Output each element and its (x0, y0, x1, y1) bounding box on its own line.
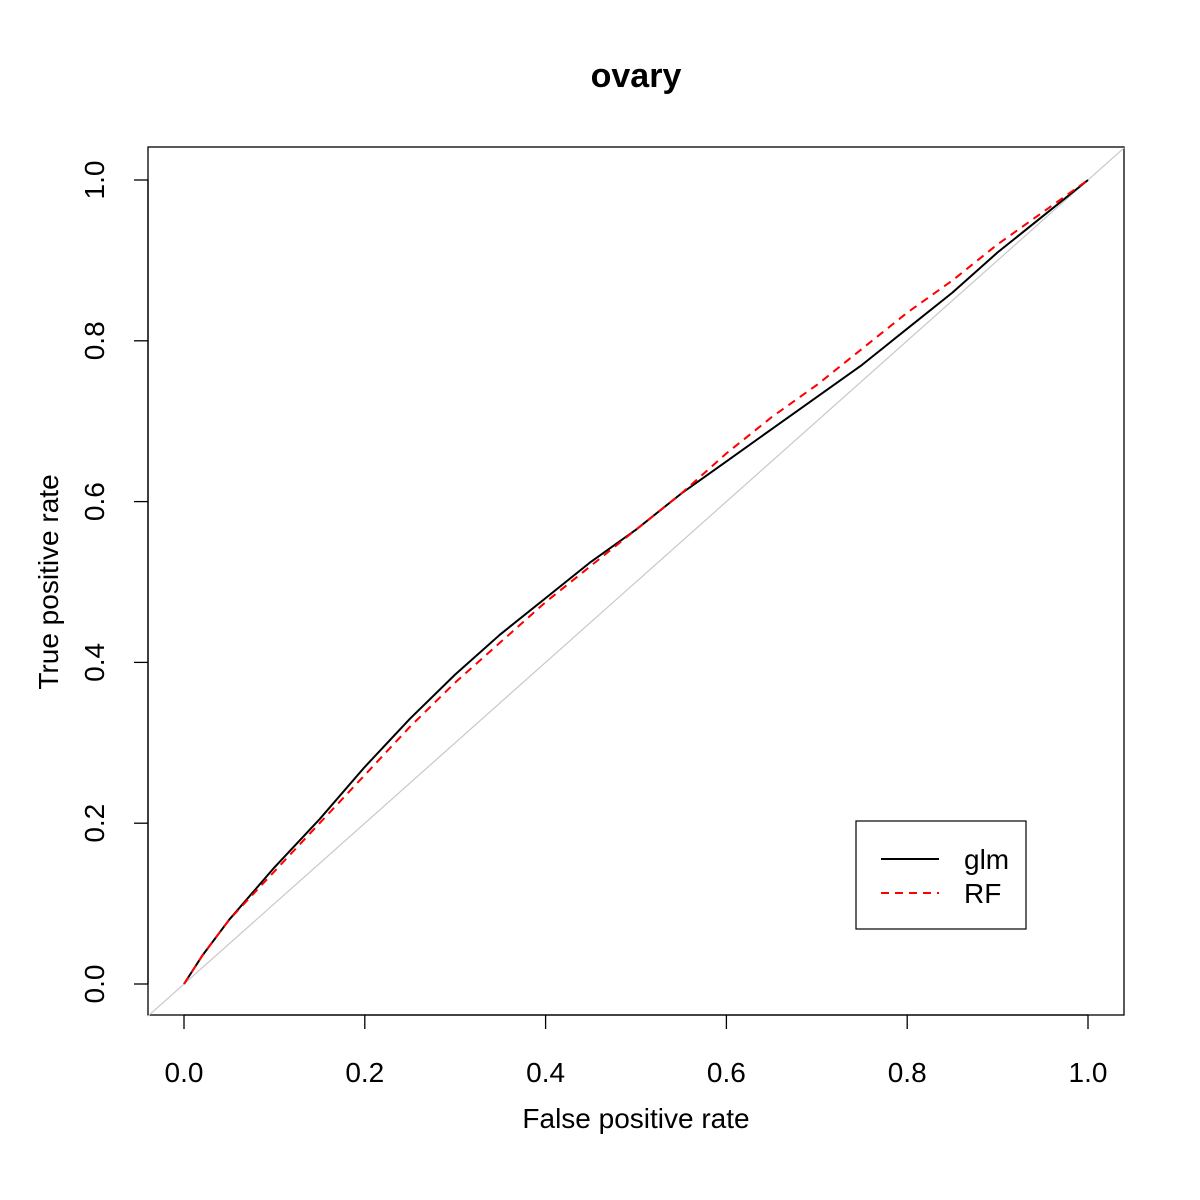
x-tick-label: 0.4 (526, 1057, 565, 1088)
y-tick-label: 0.6 (79, 482, 110, 521)
y-tick-label: 0.4 (79, 643, 110, 682)
legend-box (855, 820, 1027, 930)
x-tick-label: 0.6 (707, 1057, 746, 1088)
x-tick-label: 1.0 (1069, 1057, 1108, 1088)
x-axis-label: False positive rate (522, 1103, 749, 1134)
y-tick-label: 0.0 (79, 965, 110, 1004)
chart-title: ovary (591, 57, 682, 95)
y-tick-label: 0.8 (79, 321, 110, 360)
x-axis: 0.0 0.2 0.4 0.6 0.8 1.0 (165, 1014, 1108, 1088)
x-tick-label: 0.8 (888, 1057, 927, 1088)
y-axis: 0.0 0.2 0.4 0.6 0.8 1.0 (79, 161, 149, 1004)
y-axis-label: True positive rate (33, 474, 64, 689)
y-tick-label: 1.0 (79, 161, 110, 200)
legend: glm RF (855, 820, 1027, 930)
series-line-glm (183, 179, 1089, 985)
x-tick-label: 0.2 (345, 1057, 384, 1088)
legend-label-rf: RF (964, 878, 1001, 909)
x-tick-label: 0.0 (165, 1057, 204, 1088)
series-layer (183, 179, 1089, 985)
diagonal-reference-line (147, 147, 1125, 1017)
y-tick-label: 0.2 (79, 804, 110, 843)
legend-label-glm: glm (964, 844, 1009, 875)
